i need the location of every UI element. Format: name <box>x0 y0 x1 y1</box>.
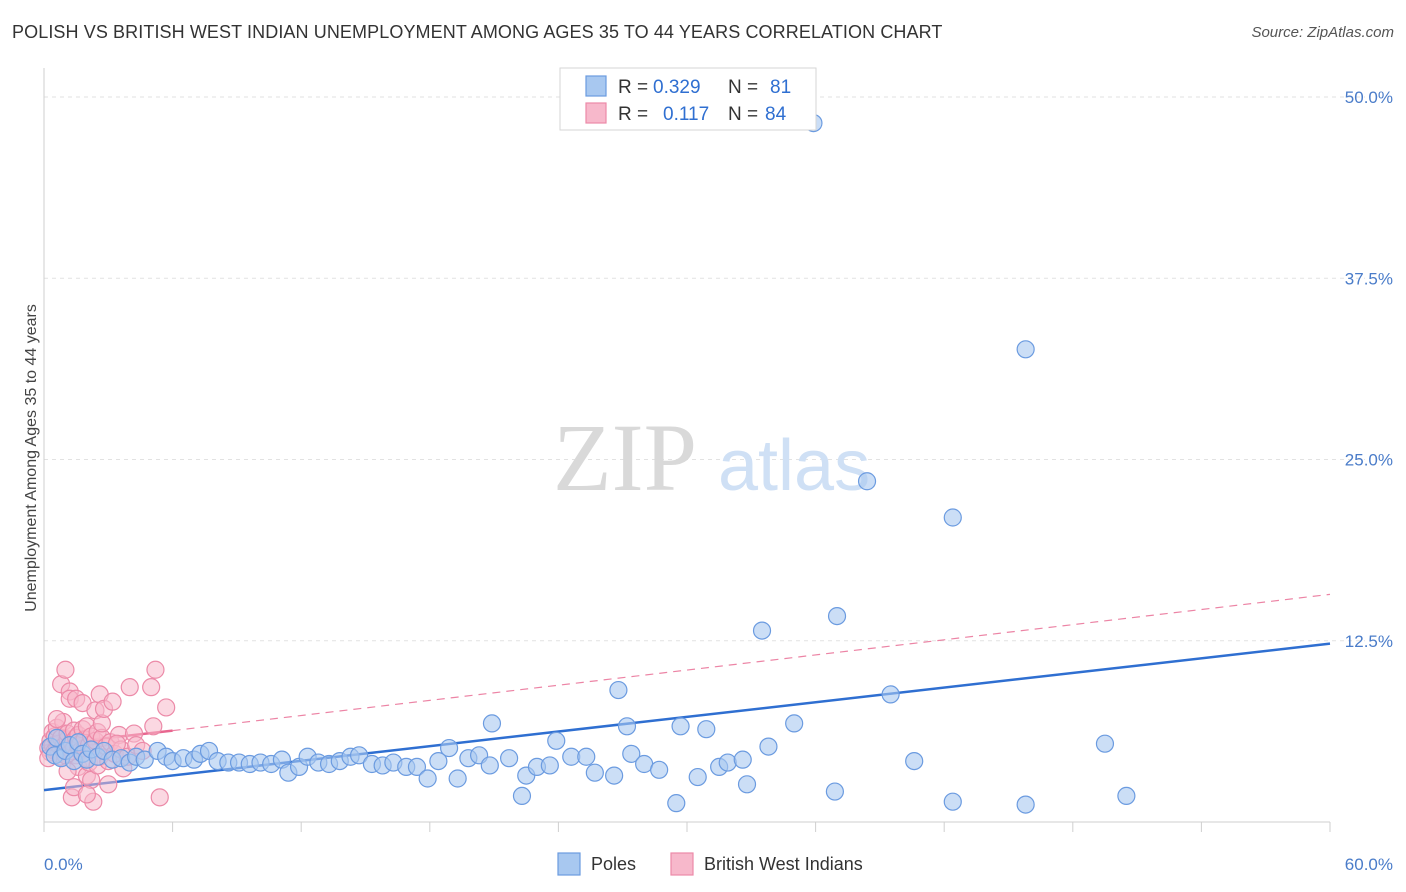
bottom-legend-swatch-poles <box>557 852 581 876</box>
legend: R = 0.329 N = 81 R = 0.117 N = 84 <box>559 67 817 131</box>
data-point-poles <box>733 750 752 769</box>
data-point-bwi <box>150 788 169 807</box>
watermark-atlas: atlas <box>718 426 870 506</box>
data-point-poles <box>943 508 962 527</box>
data-point-poles <box>448 769 467 788</box>
data-point-poles <box>737 775 757 794</box>
y-tick-label: 25.0% <box>1345 451 1393 470</box>
data-point-poles <box>480 756 499 775</box>
watermark: ZIP atlas <box>553 404 870 511</box>
bottom-legend-label-poles: Poles <box>591 854 636 874</box>
data-point-poles <box>622 744 641 763</box>
data-point-poles <box>752 621 772 640</box>
axes <box>43 68 1331 832</box>
legend-r-value-bwi: 0.117 <box>663 104 709 125</box>
data-point-poles <box>429 751 448 771</box>
data-point-bwi <box>120 678 139 697</box>
y-tick-label: 12.5% <box>1345 632 1393 651</box>
legend-n-value-bwi: 84 <box>765 104 787 125</box>
data-point-poles <box>857 472 877 491</box>
data-point-bwi <box>144 717 163 736</box>
y-tick-label: 37.5% <box>1345 269 1393 288</box>
data-point-poles <box>500 749 519 768</box>
data-point-poles <box>617 717 637 736</box>
data-point-poles <box>349 746 369 765</box>
data-point-poles <box>650 760 669 779</box>
data-point-poles <box>671 717 690 736</box>
x-tick-max: 60.0% <box>1345 855 1393 874</box>
chart-title: POLISH VS BRITISH WEST INDIAN UNEMPLOYME… <box>12 22 943 42</box>
data-point-poles <box>759 737 778 756</box>
data-point-bwi <box>157 698 176 717</box>
data-point-poles <box>697 720 716 739</box>
data-point-poles <box>585 763 604 782</box>
data-point-poles <box>609 680 628 700</box>
data-point-poles <box>825 782 844 801</box>
legend-n-label-bwi: N = <box>728 104 758 125</box>
bottom-legend-label-bwi: British West Indians <box>704 854 863 874</box>
data-point-bwi <box>103 692 122 711</box>
data-point-poles <box>881 685 900 704</box>
data-point-poles <box>540 756 559 775</box>
data-point-poles <box>1016 795 1035 814</box>
data-point-bwi <box>146 660 165 679</box>
data-point-poles <box>547 731 566 750</box>
data-point-poles <box>1016 340 1035 359</box>
data-point-bwi <box>99 775 118 794</box>
data-point-poles <box>785 714 804 733</box>
legend-swatch-poles <box>585 75 607 97</box>
chart-source: Source: ZipAtlas.com <box>1251 24 1394 41</box>
data-point-bwi <box>56 660 75 679</box>
data-point-bwi <box>142 678 161 697</box>
data-point-poles <box>577 747 596 766</box>
data-point-poles <box>688 767 707 787</box>
legend-swatch-bwi <box>585 102 607 124</box>
data-point-poles <box>943 792 962 811</box>
data-point-poles <box>605 766 624 785</box>
data-point-poles <box>407 757 427 777</box>
y-axis-label: Unemployment Among Ages 35 to 44 years <box>23 304 40 612</box>
data-point-poles <box>482 714 502 733</box>
data-point-bwi <box>77 785 96 804</box>
x-tick-min: 0.0% <box>44 855 83 874</box>
data-point-poles <box>1095 734 1115 753</box>
data-point-poles <box>905 751 924 771</box>
data-point-poles <box>418 769 437 788</box>
legend-n-label-poles: N = <box>728 77 758 98</box>
data-point-poles <box>667 794 686 813</box>
watermark-zip: ZIP <box>553 404 697 511</box>
y-tick-label: 50.0% <box>1345 88 1393 107</box>
y-tick-labels: 12.5% 25.0% 37.5% 50.0% <box>1345 88 1393 651</box>
series-poles <box>41 113 1136 814</box>
data-point-poles <box>135 750 154 769</box>
legend-r-label-bwi: R = <box>618 104 648 125</box>
legend-n-value-poles: 81 <box>770 77 791 98</box>
data-point-bwi <box>47 709 66 729</box>
data-point-poles <box>718 753 737 772</box>
legend-r-value-poles: 0.329 <box>653 77 701 98</box>
data-point-poles <box>512 786 532 806</box>
data-point-poles <box>827 606 847 626</box>
bottom-legend: Poles British West Indians <box>557 852 863 876</box>
legend-r-label-poles: R = <box>618 77 648 98</box>
data-point-poles <box>1117 786 1136 806</box>
data-point-poles <box>439 738 459 758</box>
bottom-legend-swatch-bwi <box>670 852 694 876</box>
grid-lines <box>44 96 1365 642</box>
trend-line-bwi-extrapolated <box>172 593 1331 732</box>
